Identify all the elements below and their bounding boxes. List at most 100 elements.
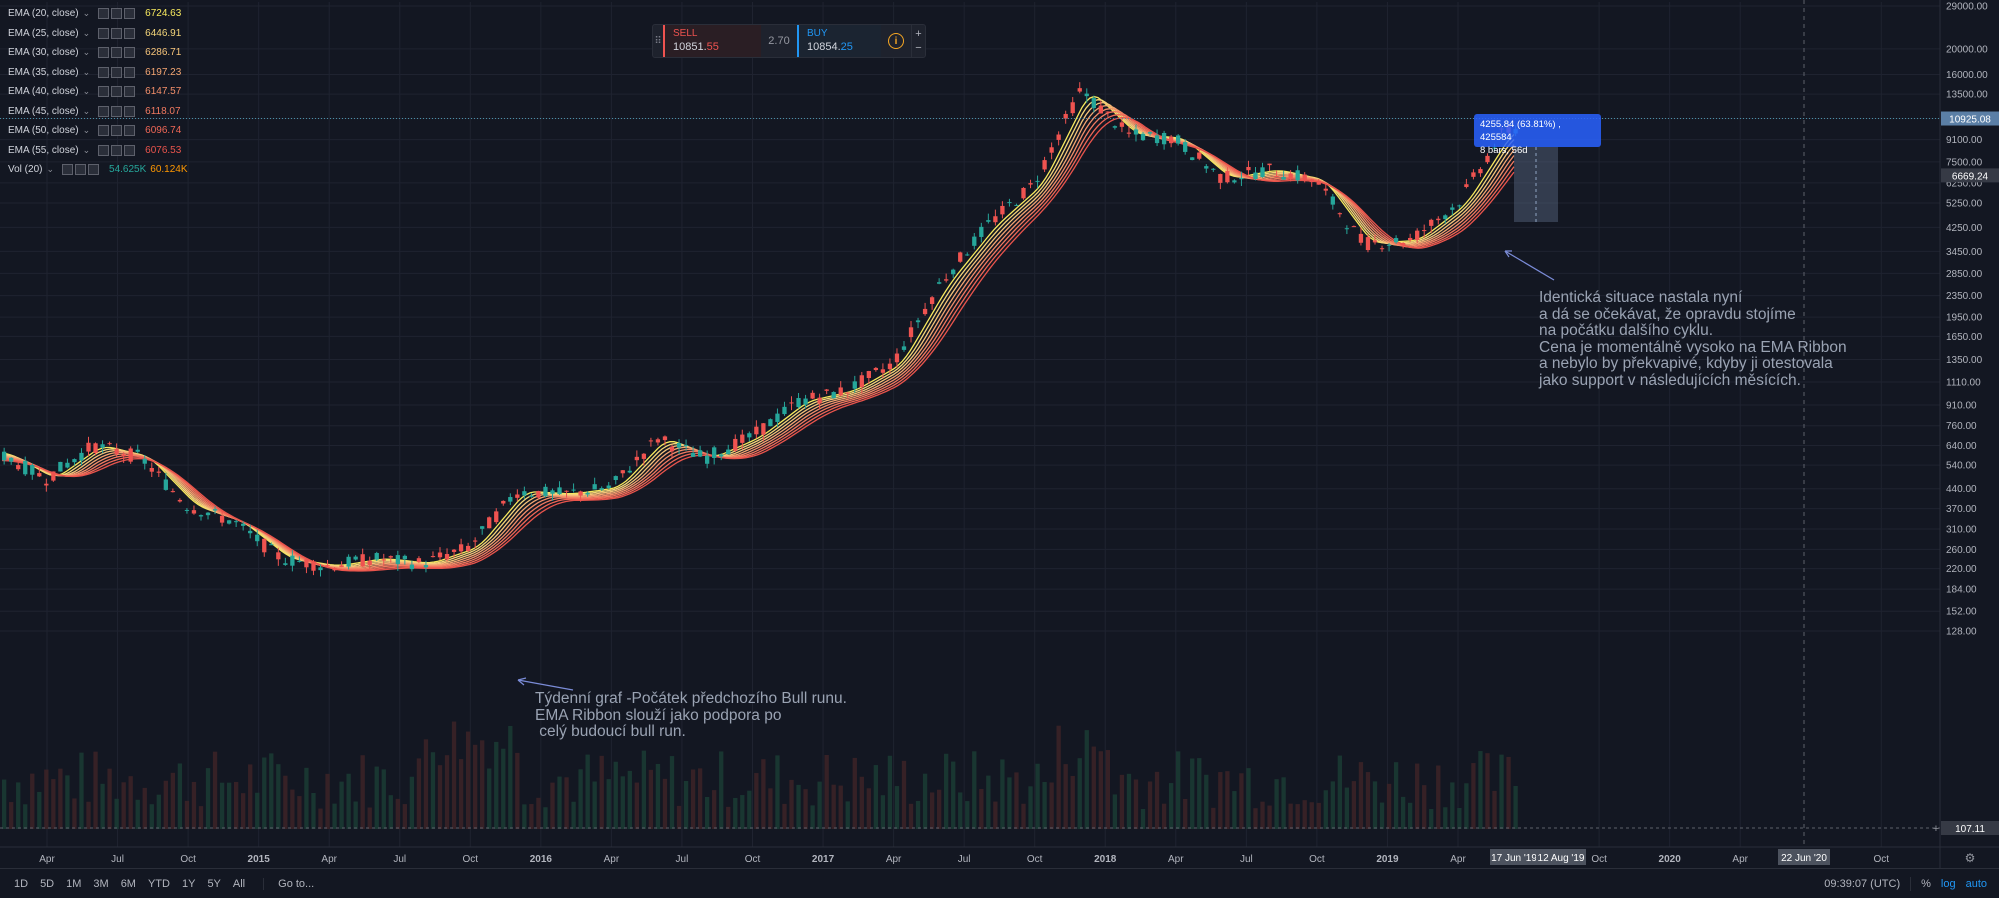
close-icon[interactable] xyxy=(124,144,136,156)
minus-icon[interactable]: − xyxy=(915,42,922,54)
trade-widget[interactable]: ⠿ SELL 10851.55 2.70 BUY 10854.25 i + − xyxy=(652,24,926,58)
legend-row[interactable]: EMA (25, close) ⌄ 6446.91 xyxy=(8,24,188,44)
close-icon[interactable] xyxy=(124,47,136,59)
range-all[interactable]: All xyxy=(232,877,246,890)
legend-row[interactable]: EMA (20, close) ⌄ 6724.63 xyxy=(8,4,188,24)
y-tick-label: 6250.00 xyxy=(1946,178,1983,189)
close-icon[interactable] xyxy=(124,86,136,98)
legend-row[interactable]: EMA (50, close) ⌄ 6096.74 xyxy=(8,121,188,141)
close-icon[interactable] xyxy=(88,164,100,176)
volume-bar xyxy=(979,788,984,829)
settings-icon[interactable] xyxy=(111,144,123,156)
candle-body xyxy=(958,252,963,262)
chevron-down-icon[interactable]: ⌄ xyxy=(82,27,91,38)
eye-icon[interactable] xyxy=(98,27,110,39)
y-tick-label: 310.00 xyxy=(1946,525,1977,536)
eye-icon[interactable] xyxy=(62,164,74,176)
volume-bar xyxy=(1190,758,1195,829)
chevron-down-icon[interactable]: ⌄ xyxy=(82,66,91,77)
volume-bar xyxy=(536,797,541,829)
annotation-text-left[interactable]: Týdenní graf -Počátek předchozího Bull r… xyxy=(535,690,847,740)
eye-icon[interactable] xyxy=(98,47,110,59)
goto-button[interactable]: Go to... xyxy=(263,877,314,890)
candle-body xyxy=(177,499,183,502)
legend-row[interactable]: EMA (40, close) ⌄ 6147.57 xyxy=(8,82,188,102)
candle-body xyxy=(866,371,871,379)
chevron-down-icon[interactable]: ⌄ xyxy=(82,47,91,57)
eye-icon[interactable] xyxy=(98,86,110,98)
chart-area[interactable]: 29000.00 20000.00 16000.00 13500.00 10925.08… xyxy=(0,0,1999,868)
y-tick-label: 128.00 xyxy=(1946,627,1977,638)
sell-button[interactable]: SELL 10851.55 xyxy=(663,25,761,57)
eye-icon[interactable] xyxy=(98,66,110,78)
range-5y[interactable]: 5Y xyxy=(207,877,221,890)
annotation-text-right[interactable]: Identická situace nastala nyní a dá se o… xyxy=(1539,289,1847,389)
buy-button[interactable]: BUY 10854.25 xyxy=(797,25,881,57)
legend-row[interactable]: EMA (35, close) ⌄ 6197.23 xyxy=(8,63,188,83)
volume-bar xyxy=(929,792,935,829)
legend-row[interactable]: EMA (45, close) ⌄ 6118.07 xyxy=(8,102,188,122)
chevron-down-icon[interactable]: ⌄ xyxy=(82,144,91,155)
volume-bar xyxy=(705,796,710,829)
info-button[interactable]: i xyxy=(881,25,911,57)
settings-icon[interactable] xyxy=(111,86,123,98)
ema-price-label: 6669.24 xyxy=(1952,171,1989,182)
volume-bar xyxy=(690,769,696,829)
volume-bar xyxy=(599,755,604,829)
legend-row[interactable]: EMA (30, close) ⌄ 6286.71 xyxy=(8,43,188,63)
range-1m[interactable]: 1M xyxy=(66,877,82,890)
legend-row-volume[interactable]: Vol (20) ⌄ 54.625K 60.124K xyxy=(8,160,188,180)
x-tick-label: Apr xyxy=(1450,854,1466,865)
settings-icon[interactable] xyxy=(111,27,123,39)
price-chart[interactable]: 29000.00 20000.00 16000.00 13500.00 10925.08… xyxy=(0,0,1999,868)
close-icon[interactable] xyxy=(124,27,136,39)
drag-handle-icon[interactable]: ⠿ xyxy=(654,35,662,47)
auto-toggle[interactable]: auto xyxy=(1965,878,1987,890)
close-icon[interactable] xyxy=(124,66,136,78)
chevron-down-icon[interactable]: ⌄ xyxy=(46,164,55,174)
eye-icon[interactable] xyxy=(98,8,110,20)
chevron-down-icon[interactable]: ⌄ xyxy=(82,105,91,116)
legend-name: EMA (30, close) xyxy=(8,47,79,58)
settings-icon[interactable] xyxy=(111,47,123,59)
legend-row[interactable]: EMA (55, close) ⌄ 6076.53 xyxy=(8,141,188,161)
candle-body xyxy=(283,563,288,565)
y-tick-label: 184.00 xyxy=(1946,585,1977,596)
settings-icon[interactable] xyxy=(111,66,123,78)
volume-bar xyxy=(740,795,745,829)
x-tick-label: Jul xyxy=(393,854,406,865)
range-1d[interactable]: 1D xyxy=(14,877,29,890)
candle-body xyxy=(1218,174,1223,183)
quantity-stepper[interactable]: + − xyxy=(911,25,925,57)
volume-bar xyxy=(873,765,879,829)
candle-body xyxy=(128,448,133,462)
percent-toggle[interactable]: % xyxy=(1921,878,1931,890)
range-3m[interactable]: 3M xyxy=(93,877,109,890)
plus-icon[interactable]: + xyxy=(1933,823,1939,835)
settings-icon[interactable] xyxy=(111,8,123,20)
plus-icon[interactable]: + xyxy=(915,28,922,40)
chevron-down-icon[interactable]: ⌄ xyxy=(82,86,91,96)
settings-icon[interactable] xyxy=(111,105,123,117)
gear-icon[interactable]: ⚙ xyxy=(1965,851,1976,865)
eye-icon[interactable] xyxy=(98,144,110,156)
chevron-down-icon[interactable]: ⌄ xyxy=(82,125,91,135)
close-icon[interactable] xyxy=(124,125,136,137)
settings-icon[interactable] xyxy=(111,125,123,137)
x-tick-label: Oct xyxy=(1309,854,1325,865)
eye-icon[interactable] xyxy=(98,125,110,137)
range-5d[interactable]: 5D xyxy=(40,877,55,890)
log-toggle[interactable]: log xyxy=(1940,878,1956,890)
chevron-down-icon[interactable]: ⌄ xyxy=(82,8,91,18)
range-1y[interactable]: 1Y xyxy=(181,877,196,890)
eye-icon[interactable] xyxy=(98,105,110,117)
range-6m[interactable]: 6M xyxy=(120,877,136,890)
y-tick-label: 220.00 xyxy=(1946,564,1977,575)
y-tick-label: 1650.00 xyxy=(1946,332,1983,343)
close-icon[interactable] xyxy=(124,105,136,117)
close-icon[interactable] xyxy=(124,8,136,20)
range-ytd[interactable]: YTD xyxy=(147,877,170,890)
utc-clock[interactable]: 09:39:07 (UTC) xyxy=(1824,878,1901,890)
candle-body xyxy=(1457,205,1462,207)
settings-icon[interactable] xyxy=(75,164,87,176)
